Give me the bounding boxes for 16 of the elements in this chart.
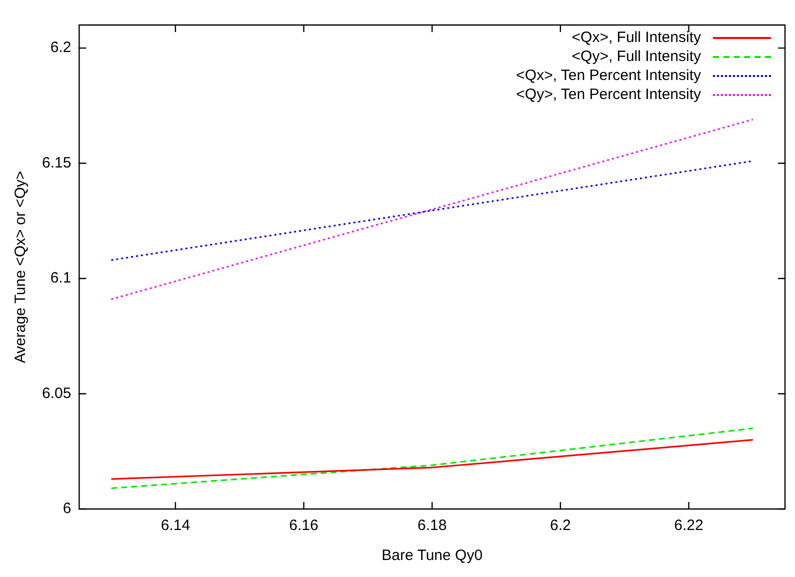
legend-label: <Qx>, Ten Percent Intensity — [516, 66, 701, 85]
legend-label: <Qy>, Ten Percent Intensity — [516, 85, 701, 104]
y-tick-label: 6.05 — [42, 384, 72, 402]
x-tick-label: 6.18 — [417, 517, 447, 534]
x-axis-title: Bare Tune Qy0 — [382, 547, 483, 564]
y-tick-label: 6.1 — [50, 270, 72, 287]
y-tick-label: 6.15 — [42, 154, 72, 172]
y-axis-title: Average Tune <Qx> or <Qy> — [12, 170, 30, 364]
x-tick-label: 6.2 — [550, 517, 571, 534]
x-tick-label: 6.14 — [160, 517, 190, 534]
y-tick-label: 6.2 — [50, 39, 72, 56]
x-tick-label: 6.22 — [674, 517, 704, 534]
y-tick-label: 6 — [62, 500, 72, 518]
legend-label: <Qy>, Full Intensity — [572, 47, 701, 66]
legend-label: <Qx>, Full Intensity — [572, 28, 701, 47]
x-tick-label: 6.16 — [289, 517, 318, 534]
